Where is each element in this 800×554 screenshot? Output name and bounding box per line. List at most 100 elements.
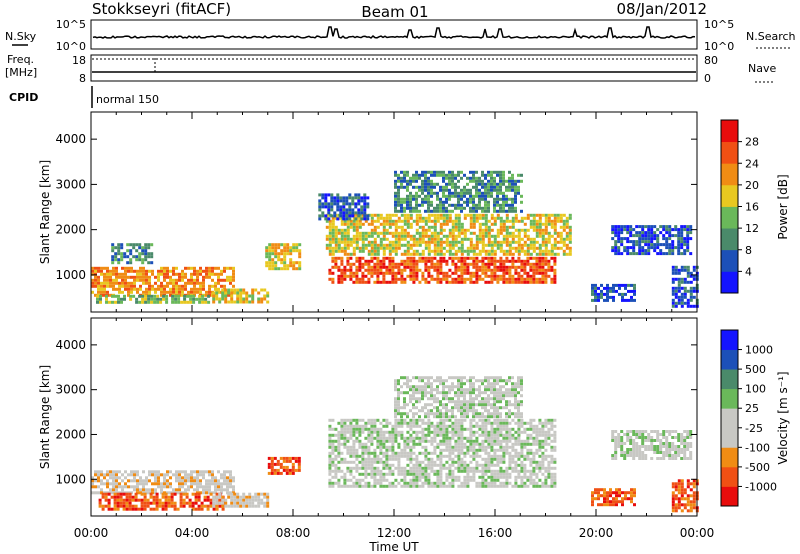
power-cell (147, 252, 151, 256)
power-cell (181, 290, 184, 294)
velocity-cell (154, 470, 157, 474)
power-cell (103, 293, 106, 297)
power-cell (463, 216, 467, 220)
power-cell (550, 265, 554, 269)
power-cell (348, 196, 352, 200)
velocity-cell (418, 478, 422, 482)
velocity-cell (233, 495, 237, 499)
velocity-cell (505, 433, 509, 437)
velocity-cell (439, 451, 443, 455)
velocity-cell (523, 469, 527, 473)
power-cell (342, 211, 346, 215)
power-cell (331, 225, 335, 229)
power-cell (394, 197, 397, 201)
power-cell (352, 234, 356, 238)
velocity-cell (514, 436, 518, 440)
velocity-cell (454, 418, 458, 422)
power-cell (385, 231, 389, 235)
power-cell (439, 225, 443, 229)
velocity-cell (436, 442, 440, 446)
power-cell (550, 280, 554, 284)
power-cell (689, 298, 693, 302)
power-cell (106, 266, 109, 270)
velocity-cell (523, 454, 527, 458)
power-cell (388, 252, 392, 256)
power-cell (97, 287, 100, 291)
power-cell (683, 237, 687, 241)
power-cell (493, 203, 496, 207)
power-cell (124, 278, 127, 282)
power-cell (121, 275, 124, 279)
power-cell (538, 246, 542, 250)
power-cell (517, 179, 520, 183)
power-cell (172, 266, 175, 270)
power-cell (382, 277, 386, 281)
velocity-cell (379, 433, 383, 437)
power-cell (445, 182, 448, 186)
power-cell (348, 211, 352, 215)
velocity-cell (499, 445, 503, 449)
velocity-cell (367, 436, 371, 440)
velocity-cell (394, 409, 397, 413)
velocity-cell (511, 469, 515, 473)
power-cell (376, 231, 380, 235)
power-cell (397, 225, 401, 229)
power-cell (224, 297, 228, 301)
velocity-cell (206, 504, 210, 508)
velocity-cell (215, 504, 219, 508)
velocity-cell (379, 421, 383, 425)
velocity-cell (184, 473, 187, 477)
power-cell (117, 261, 121, 265)
power-cell (523, 216, 527, 220)
velocity-cell (409, 388, 412, 392)
power-cell (340, 219, 344, 223)
power-cell (239, 300, 243, 304)
velocity-cell (367, 460, 371, 464)
velocity-cell (433, 379, 436, 383)
power-cell (406, 243, 410, 247)
velocity-cell (505, 436, 509, 440)
velocity-cell (502, 445, 506, 449)
power-cell (421, 271, 425, 275)
power-cell (559, 219, 563, 223)
power-cell (514, 216, 518, 220)
velocity-cell (529, 442, 533, 446)
power-cell (424, 188, 427, 192)
velocity-cell (388, 436, 392, 440)
velocity-cell (496, 442, 500, 446)
velocity-cell (544, 484, 548, 488)
velocity-cell (418, 430, 422, 434)
power-cell (166, 290, 169, 294)
power-cell (541, 280, 545, 284)
power-cell (451, 259, 455, 263)
velocity-cell (487, 484, 491, 488)
velocity-cell (442, 415, 445, 419)
power-cell (382, 265, 386, 269)
power-cell (221, 291, 225, 295)
power-cell (526, 228, 530, 232)
velocity-cell (469, 445, 473, 449)
velocity-cell (475, 436, 479, 440)
velocity-cell (382, 484, 386, 488)
power-cell (683, 243, 687, 247)
velocity-cell (421, 460, 425, 464)
velocity-cell (211, 479, 214, 483)
velocity-cell (164, 495, 168, 499)
power-cell (547, 259, 551, 263)
power-cell (184, 275, 187, 279)
velocity-cell (337, 442, 341, 446)
velocity-cell (424, 454, 428, 458)
velocity-cell (502, 472, 506, 476)
power-cell (445, 280, 449, 284)
velocity-cell (460, 448, 464, 452)
velocity-cell (457, 484, 461, 488)
velocity-cell (151, 482, 154, 486)
velocity-cell (140, 492, 144, 496)
power-cell (403, 213, 407, 217)
power-cell (439, 222, 443, 226)
power-cell (439, 256, 443, 260)
power-cell (436, 262, 440, 266)
velocity-cell (343, 433, 347, 437)
velocity-cell (481, 442, 485, 446)
velocity-cell (139, 479, 142, 483)
